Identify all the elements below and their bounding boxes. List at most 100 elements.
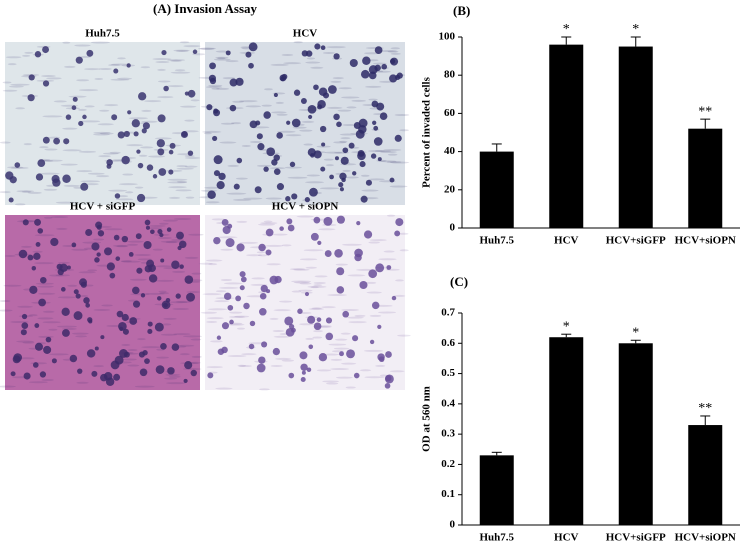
cell <box>53 137 60 145</box>
cell <box>34 342 43 351</box>
cell <box>213 109 221 117</box>
texture <box>269 317 279 320</box>
texture <box>367 150 385 153</box>
texture <box>145 292 165 295</box>
texture <box>214 300 230 303</box>
texture <box>185 196 195 199</box>
cell <box>323 216 333 226</box>
texture <box>176 165 188 168</box>
texture <box>386 214 396 217</box>
y-tick-label: 40 <box>444 145 456 157</box>
cell <box>51 358 57 364</box>
cell <box>359 280 368 290</box>
cell <box>8 197 14 203</box>
texture <box>305 181 325 184</box>
texture <box>159 292 170 295</box>
texture <box>360 174 370 177</box>
texture <box>93 308 111 311</box>
cell <box>77 368 83 374</box>
texture <box>236 220 248 223</box>
texture <box>332 77 344 80</box>
texture <box>220 248 234 251</box>
texture <box>222 77 236 80</box>
texture <box>179 41 190 44</box>
cell <box>175 293 181 299</box>
cell <box>45 336 52 343</box>
cell <box>301 370 306 375</box>
cell <box>265 249 272 256</box>
cell <box>142 122 150 130</box>
cell <box>274 275 282 284</box>
y-tick-label: 0.7 <box>441 307 455 319</box>
cell <box>159 232 164 238</box>
cell <box>325 332 334 341</box>
cell <box>158 168 167 176</box>
texture <box>169 301 188 304</box>
cell <box>42 80 50 87</box>
cell <box>218 172 226 181</box>
texture <box>127 240 145 243</box>
texture <box>211 87 220 90</box>
texture <box>44 159 63 162</box>
texture <box>18 357 35 360</box>
texture <box>165 169 183 172</box>
cell <box>144 265 152 273</box>
cell <box>320 166 326 172</box>
cell <box>72 96 78 102</box>
cell <box>180 130 189 139</box>
texture <box>239 241 258 244</box>
cell <box>119 326 124 331</box>
cell <box>346 349 355 359</box>
cell <box>233 183 240 190</box>
texture <box>281 53 294 56</box>
cell <box>348 142 355 149</box>
cell <box>96 252 101 257</box>
texture <box>326 106 343 109</box>
texture <box>3 284 22 287</box>
texture <box>106 324 122 327</box>
texture <box>62 149 82 152</box>
cell <box>259 292 267 300</box>
texture <box>171 132 185 135</box>
texture <box>226 192 247 195</box>
texture <box>216 87 230 90</box>
texture <box>22 341 35 344</box>
cell <box>239 285 245 291</box>
texture <box>53 100 67 103</box>
texture <box>271 111 287 114</box>
texture <box>175 300 192 303</box>
texture <box>165 373 181 376</box>
cell <box>186 292 196 302</box>
texture <box>239 100 258 103</box>
texture <box>44 148 58 151</box>
texture <box>152 58 172 61</box>
texture <box>7 63 17 66</box>
cell <box>318 87 328 96</box>
cell <box>385 351 392 358</box>
cell <box>128 252 134 257</box>
cell <box>113 373 121 381</box>
cell <box>169 142 176 149</box>
annotation: ** <box>698 104 712 119</box>
texture <box>76 79 90 82</box>
texture <box>123 358 137 361</box>
cell <box>144 358 150 364</box>
texture <box>308 308 325 311</box>
texture <box>57 261 70 264</box>
cell <box>216 335 222 340</box>
texture <box>299 258 318 261</box>
texture <box>363 349 384 352</box>
texture <box>378 258 397 261</box>
texture <box>324 151 343 154</box>
annotation: ** <box>698 401 712 416</box>
texture <box>38 292 56 295</box>
cell <box>212 135 218 142</box>
texture <box>354 314 366 317</box>
cell <box>297 308 303 314</box>
cell <box>43 345 52 354</box>
texture <box>155 61 170 64</box>
texture <box>141 109 152 112</box>
texture <box>265 244 284 247</box>
texture <box>0 191 11 194</box>
